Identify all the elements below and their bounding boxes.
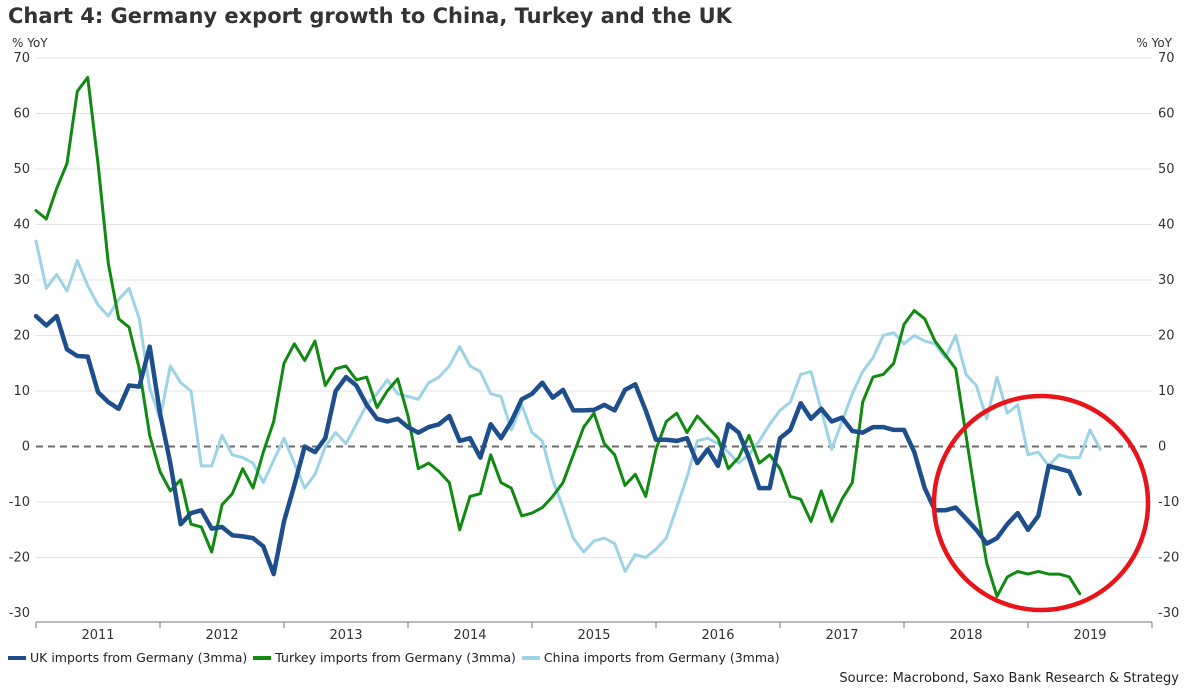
chart-title: Chart 4: Germany export growth to China,… <box>8 4 732 28</box>
y-tick-label-right: -10 <box>1158 495 1179 510</box>
y-tick-label-right: 10 <box>1158 384 1175 399</box>
axes: -30 -30 -20 -20 -10 -10 0 0 10 10 20 20 30 30 40 40 50 50… <box>9 51 1179 643</box>
y-tick-label-left: 50 <box>13 162 30 177</box>
highlight-circle <box>931 393 1151 613</box>
series-line-0 <box>33 313 1082 577</box>
y-tick-label-right: -30 <box>1158 606 1179 621</box>
legend-label: China imports from Germany (3mma) <box>543 650 780 665</box>
series-line-1 <box>34 75 1082 598</box>
x-tick-label: 2016 <box>701 628 734 643</box>
y-tick-label-right: -20 <box>1158 551 1179 566</box>
y-tick-label-right: 20 <box>1158 329 1175 344</box>
x-tick-label: 2012 <box>205 628 238 643</box>
legend-swatch <box>521 655 540 660</box>
legend: UK imports from Germany (3mma) Turkey imp… <box>8 650 786 665</box>
y-tick-label-left: -10 <box>9 495 30 510</box>
y-tick-label-left: 60 <box>13 107 30 122</box>
legend-swatch <box>8 655 26 660</box>
legend-swatch <box>253 655 272 660</box>
y-tick-label-right: 50 <box>1158 162 1175 177</box>
y-tick-label-left: 30 <box>13 273 30 288</box>
y-axis-label-right: % YoY <box>1136 36 1172 50</box>
x-tick-label: 2019 <box>1073 628 1106 643</box>
source-note: Source: Macrobond, Saxo Bank Research & … <box>839 671 1179 686</box>
y-tick-label-left: 10 <box>13 384 30 399</box>
series-line-2 <box>34 239 1102 573</box>
y-tick-label-right: 0 <box>1158 440 1166 455</box>
legend-label: Turkey imports from Germany (3mma) <box>275 650 516 665</box>
y-tick-label-left: 20 <box>13 329 30 344</box>
x-tick-label: 2011 <box>81 628 114 643</box>
y-tick-label-left: 70 <box>13 51 30 66</box>
y-tick-label-right: 40 <box>1158 218 1175 233</box>
x-tick-label: 2014 <box>453 628 486 643</box>
legend-label: UK imports from Germany (3mma) <box>30 650 248 665</box>
legend-item: China imports from Germany (3mma) <box>521 650 780 665</box>
y-tick-label-left: 0 <box>22 440 30 455</box>
x-tick-label: 2015 <box>577 628 610 643</box>
y-tick-label-right: 60 <box>1158 107 1175 122</box>
y-tick-label-right: 30 <box>1158 273 1175 288</box>
legend-item: Turkey imports from Germany (3mma) <box>253 650 516 665</box>
grid-lines <box>36 57 1152 558</box>
legend-item: UK imports from Germany (3mma) <box>8 650 247 665</box>
y-axis-label-left: % YoY <box>12 36 48 50</box>
y-tick-label-left: -20 <box>9 551 30 566</box>
y-tick-label-right: 70 <box>1158 51 1175 66</box>
y-tick-label-left: -30 <box>9 606 30 621</box>
x-tick-label: 2013 <box>329 628 362 643</box>
series-lines <box>33 75 1102 598</box>
y-tick-label-left: 40 <box>13 218 30 233</box>
x-tick-label: 2017 <box>825 628 858 643</box>
x-tick-label: 2018 <box>949 628 982 643</box>
